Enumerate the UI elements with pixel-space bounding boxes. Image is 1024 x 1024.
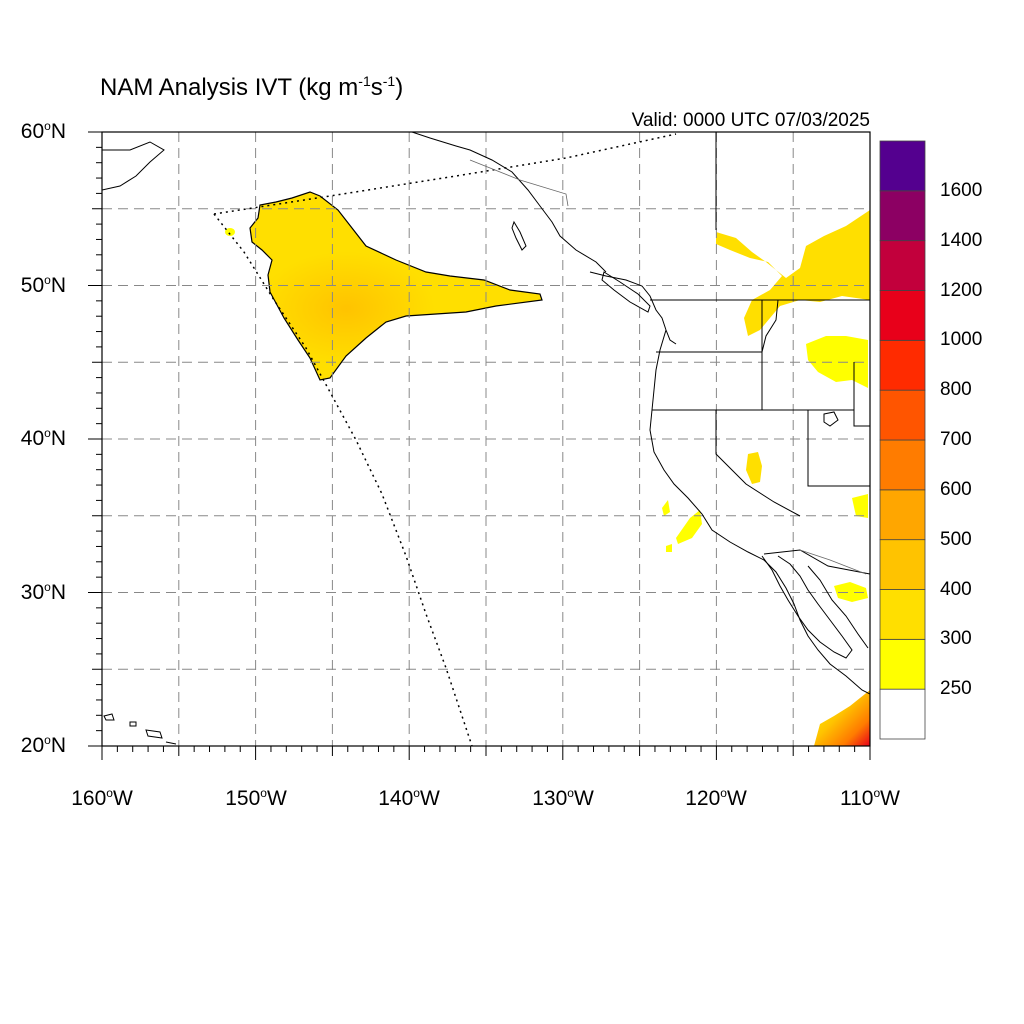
colorbar-label: 250 — [940, 678, 972, 700]
political-borders — [650, 132, 870, 575]
colorbar-swatch — [879, 688, 926, 740]
colorbar-label: 500 — [940, 528, 972, 550]
lat-label-50: 50oN — [20, 273, 66, 297]
alaska-coast — [102, 141, 165, 191]
great-salt-lake — [823, 411, 839, 427]
coastlines — [102, 132, 870, 745]
colorbar-label: 700 — [940, 429, 972, 450]
colorbar-label: 1200 — [940, 279, 983, 301]
colorbar-label: 400 — [940, 578, 972, 600]
ivt-region-offshore-b — [662, 500, 670, 516]
ivt-region-northeast — [716, 210, 870, 336]
ivt-blob — [225, 228, 235, 236]
haida-gwaii — [511, 220, 527, 251]
mexico-border — [763, 549, 870, 575]
colorbar-swatch — [879, 339, 926, 391]
ivt-region-small-east — [852, 494, 868, 518]
colorbar-label: 1000 — [940, 329, 983, 351]
colorbar-swatch — [879, 638, 926, 690]
lon-label-130w: 130oW — [532, 786, 594, 810]
colorbar-swatch — [879, 240, 926, 291]
colorbar-label: 1400 — [940, 229, 983, 251]
ivt-region-offshore-a — [676, 510, 702, 544]
vancouver-island — [601, 271, 651, 313]
montana-border — [853, 362, 870, 427]
ivt-region-nevada — [746, 452, 762, 484]
nam-domain-boundary — [213, 133, 677, 746]
mexico-mainland — [807, 565, 869, 649]
ivt-shading — [225, 191, 870, 746]
ivt-region-offshore-c — [666, 544, 672, 552]
lat-label-30: 30oN — [20, 580, 66, 604]
graticule — [102, 132, 870, 746]
lon-label-150w: 150oW — [225, 786, 287, 810]
hawaii-islands — [103, 713, 177, 745]
valid-time-label: Valid: 0000 UTC 07/03/2025 — [631, 110, 870, 131]
alaska-southeast-coast — [411, 132, 607, 273]
lon-label-110w: 110oW — [840, 786, 900, 810]
colorbar-label: 1600 — [940, 179, 983, 201]
bc-coast — [589, 271, 677, 345]
utah-border — [807, 410, 870, 487]
lat-label-40: 40oN — [20, 426, 66, 450]
lat-label-60: 60oN — [20, 119, 66, 143]
us-west-coast — [649, 329, 870, 695]
nevada-border — [715, 410, 801, 517]
lon-label-160w: 160oW — [71, 786, 133, 810]
chart-title: NAM Analysis IVT (kg m-1s-1) — [100, 73, 404, 101]
baja-peninsula — [761, 555, 853, 659]
colorbar-label: 600 — [940, 478, 972, 500]
colorbar — [879, 140, 926, 740]
washington-oregon-border — [656, 299, 779, 353]
colorbar-swatch — [879, 389, 926, 441]
colorbar-label: 300 — [940, 628, 972, 650]
colorbar-swatch — [879, 290, 926, 341]
lat-label-20: 20oN — [20, 733, 66, 757]
ivt-region-southeast — [814, 690, 870, 746]
ivt-region-east — [806, 336, 868, 388]
colorbar-swatch — [879, 589, 926, 640]
lon-label-140w: 140oW — [378, 786, 440, 810]
colorbar-swatch — [879, 140, 926, 192]
colorbar-swatch — [879, 539, 926, 590]
colorbar-label: 800 — [940, 379, 972, 401]
lon-label-120w: 120oW — [685, 786, 747, 810]
ivt-region-gulf — [834, 582, 868, 602]
axis-ticks — [88, 131, 871, 760]
river-outline — [469, 159, 867, 575]
colorbar-swatch — [879, 439, 926, 491]
colorbar-swatch — [879, 190, 926, 242]
colorbar-swatch — [879, 489, 926, 541]
